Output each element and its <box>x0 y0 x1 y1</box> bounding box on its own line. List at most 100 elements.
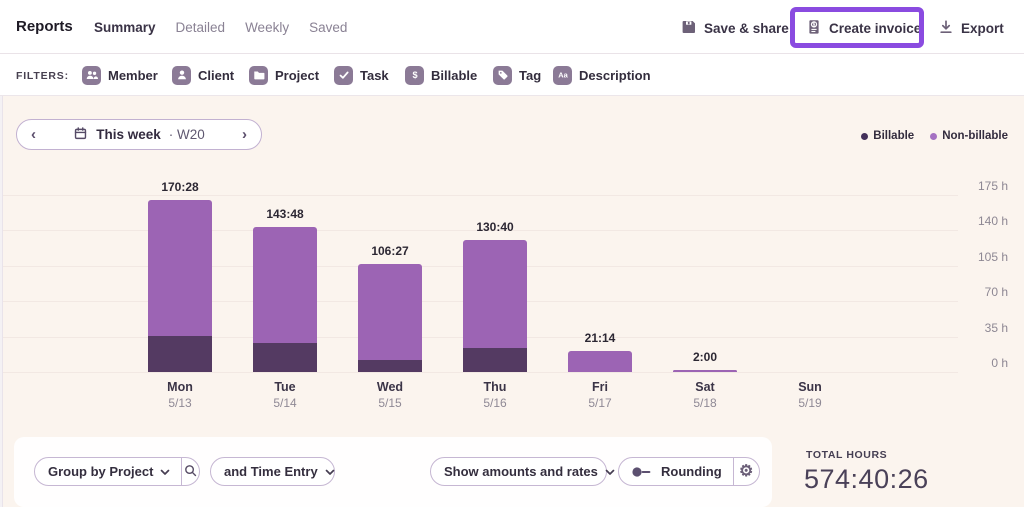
filter-billable-label: Billable <box>431 67 478 83</box>
bar-thu[interactable] <box>463 239 527 372</box>
amounts-dropdown[interactable]: Show amounts and rates <box>431 458 626 485</box>
chevron-down-icon <box>160 464 170 479</box>
filter-tag[interactable]: Tag <box>493 65 541 85</box>
window-edge <box>0 0 3 507</box>
gear-icon: ⚙ <box>739 462 754 480</box>
bar-sat[interactable] <box>673 369 737 372</box>
tag-icon <box>493 65 512 85</box>
bar-value-label: 2:00 <box>692 349 718 364</box>
bar-value-label: 170:28 <box>161 179 199 194</box>
x-axis-day-label: Thu <box>483 380 507 394</box>
filter-project-label: Project <box>275 67 320 83</box>
date-range-label-group: This week · W20 <box>73 126 205 144</box>
filter-tag-label: Tag <box>519 67 542 83</box>
legend-label: Non-billable <box>942 130 1008 142</box>
bar-fri[interactable] <box>568 350 632 372</box>
filter-description[interactable]: Aa Description <box>553 65 651 85</box>
y-axis-tick: 105 h <box>977 250 1008 264</box>
bar-wed[interactable] <box>358 264 422 372</box>
export-button[interactable]: Export <box>938 17 1004 39</box>
gridline-140h <box>0 230 958 231</box>
filter-task[interactable]: Task <box>334 65 389 85</box>
y-axis-tick: 175 h <box>977 179 1008 193</box>
week-label: This week <box>96 127 161 142</box>
filter-client-label: Client <box>198 67 235 83</box>
group-by-pill: Group by Project <box>34 457 200 486</box>
prev-week-arrow[interactable]: ‹ <box>31 126 36 143</box>
filter-client[interactable]: Client <box>172 65 234 85</box>
rounding-settings-button[interactable]: ⚙ <box>733 458 759 485</box>
calendar-icon <box>73 126 88 144</box>
search-button[interactable] <box>182 458 199 485</box>
filter-task-label: Task <box>360 67 389 83</box>
top-bar: Reports Summary Detailed Weekly Saved Sa… <box>0 0 1024 54</box>
filter-description-label: Description <box>579 67 651 83</box>
filters-label: FILTERS: <box>16 70 69 82</box>
svg-text:Aa: Aa <box>558 71 568 80</box>
legend-label: Billable <box>873 130 915 142</box>
group-by-dropdown[interactable]: Group by Project <box>35 458 181 485</box>
legend-dot <box>861 132 869 140</box>
y-axis-tick: 140 h <box>977 214 1008 228</box>
pill-divider <box>181 458 183 485</box>
members-icon <box>82 65 101 85</box>
rounding-label: Rounding <box>661 464 722 479</box>
legend-item-billable[interactable]: Billable <box>861 130 914 142</box>
svg-text:$: $ <box>412 70 417 80</box>
legend-dot <box>930 132 938 140</box>
save-share-label: Save & share <box>704 20 789 36</box>
rounding-pill: Rounding ⚙ <box>618 457 760 486</box>
tab-saved[interactable]: Saved <box>309 20 348 35</box>
svg-text:$: $ <box>813 22 816 28</box>
bar-tue[interactable] <box>253 226 317 372</box>
filters-bar: FILTERS: Member Client Project Task $ Bi… <box>0 54 1024 96</box>
next-week-arrow[interactable]: › <box>242 126 247 143</box>
person-icon <box>172 65 191 85</box>
bar-value-label: 21:14 <box>584 330 616 345</box>
date-range-picker[interactable]: ‹ This week · W20 › <box>16 119 262 150</box>
group-by-label: Group by Project <box>48 464 154 479</box>
chevron-down-icon <box>325 464 335 479</box>
total-hours-block: TOTAL HOURS 574:40:26 <box>804 449 929 495</box>
x-axis-date-label: 5/19 <box>798 396 822 410</box>
total-hours-label: TOTAL HOURS <box>806 449 888 461</box>
bar-value-label: 130:40 <box>476 219 514 234</box>
filter-member-label: Member <box>108 67 158 83</box>
filter-member[interactable]: Member <box>82 65 158 85</box>
floppy-icon <box>681 19 697 38</box>
legend-item-non-billable[interactable]: Non-billable <box>930 130 1008 142</box>
create-invoice-label: Create invoice <box>829 20 922 36</box>
x-axis-day-label: Wed <box>376 380 404 394</box>
filter-project[interactable]: Project <box>249 65 319 85</box>
create-invoice-button[interactable]: $ Create invoice <box>806 17 921 39</box>
subgroup-dropdown[interactable]: and Time Entry <box>211 458 346 485</box>
chart-legend: Billable Non-billable <box>861 130 1008 142</box>
subgroup-label: and Time Entry <box>224 464 318 479</box>
save-share-button[interactable]: Save & share <box>681 17 789 39</box>
x-axis-date-label: 5/13 <box>168 396 192 410</box>
invoice-icon: $ <box>806 19 822 38</box>
y-axis-tick: 0 h <box>991 356 1008 370</box>
search-icon <box>183 463 198 481</box>
tab-detailed[interactable]: Detailed <box>175 20 226 35</box>
tab-weekly[interactable]: Weekly <box>245 20 290 35</box>
bar-mon[interactable] <box>148 199 212 372</box>
x-axis-date-label: 5/15 <box>378 396 402 410</box>
bar-thu-billable-segment <box>463 347 527 372</box>
filter-billable[interactable]: $ Billable <box>405 65 477 85</box>
subgroup-pill: and Time Entry <box>210 457 335 486</box>
bar-tue-billable-segment <box>253 342 317 372</box>
gridline-0h <box>0 372 958 373</box>
text-icon: Aa <box>553 65 572 85</box>
download-icon <box>938 19 954 38</box>
report-tabs: Summary Detailed Weekly Saved <box>94 20 347 35</box>
x-axis-date-label: 5/16 <box>483 396 507 410</box>
total-hours-value: 574:40:26 <box>804 464 929 494</box>
x-axis-day-label: Sat <box>695 380 715 394</box>
bar-value-label: 106:27 <box>371 244 409 259</box>
tab-summary[interactable]: Summary <box>94 20 156 35</box>
chevron-down-icon <box>605 464 615 479</box>
x-axis-date-label: 5/17 <box>588 396 612 410</box>
rounding-toggle[interactable]: Rounding <box>619 458 733 485</box>
